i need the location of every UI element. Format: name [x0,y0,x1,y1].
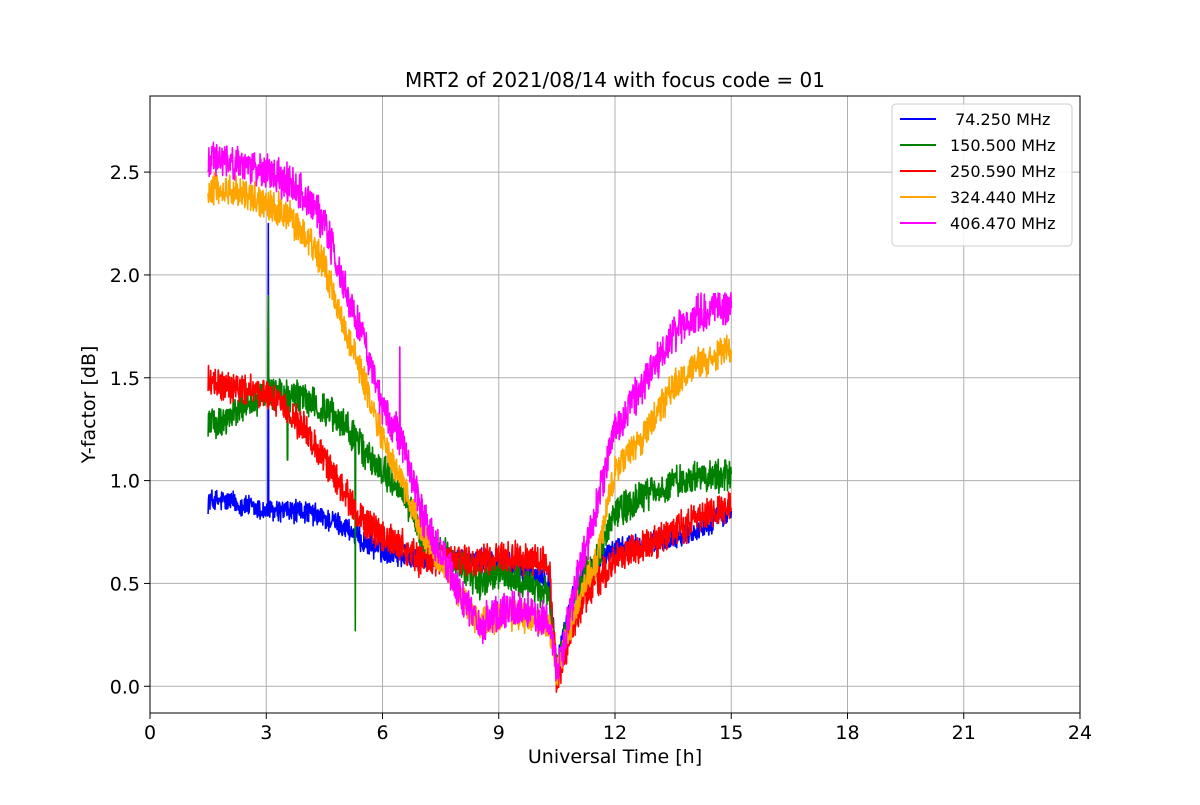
x-tick-label: 24 [1068,722,1092,744]
legend-label: 250.590 MHz [950,162,1055,181]
x-tick-label: 6 [376,722,388,744]
legend-box [891,103,1073,247]
chart-title: MRT2 of 2021/08/14 with focus code = 01 [405,68,825,92]
x-tick-label: 18 [835,722,859,744]
series-group [207,141,733,693]
x-tick-label: 9 [493,722,505,744]
x-tick-label: 0 [144,722,156,744]
series-line [207,141,733,682]
x-tick-label: 12 [603,722,627,744]
x-tick-label: 3 [260,722,272,744]
y-tick-label: 1.5 [110,368,140,390]
x-tick-label: 21 [952,722,976,744]
legend-label: 150.500 MHz [950,136,1055,155]
y-tick-label: 0.0 [110,676,140,698]
y-tick-label: 2.5 [110,162,140,184]
y-tick-label: 1.0 [110,471,140,493]
legend-label: 74.250 MHz [950,110,1050,129]
series-line [207,364,733,693]
y-axis-label: Y-factor [dB] [78,346,100,465]
y-tick-label: 2.0 [110,265,140,287]
x-tick-label: 15 [719,722,743,744]
x-axis-label: Universal Time [h] [528,746,702,768]
axis-ticks: 0 3 6 9 12 15 18 21 24 0.0 0.5 1.0 1.5 2.0 2.5 [110,162,1092,744]
y-tick-label: 0.5 [110,573,140,595]
legend-label: 324.440 MHz [950,188,1055,207]
legend-label: 406.470 MHz [950,214,1055,233]
legend: 74.250 MHz 150.500 MHz 250.590 MHz 324.440 … [891,103,1073,247]
